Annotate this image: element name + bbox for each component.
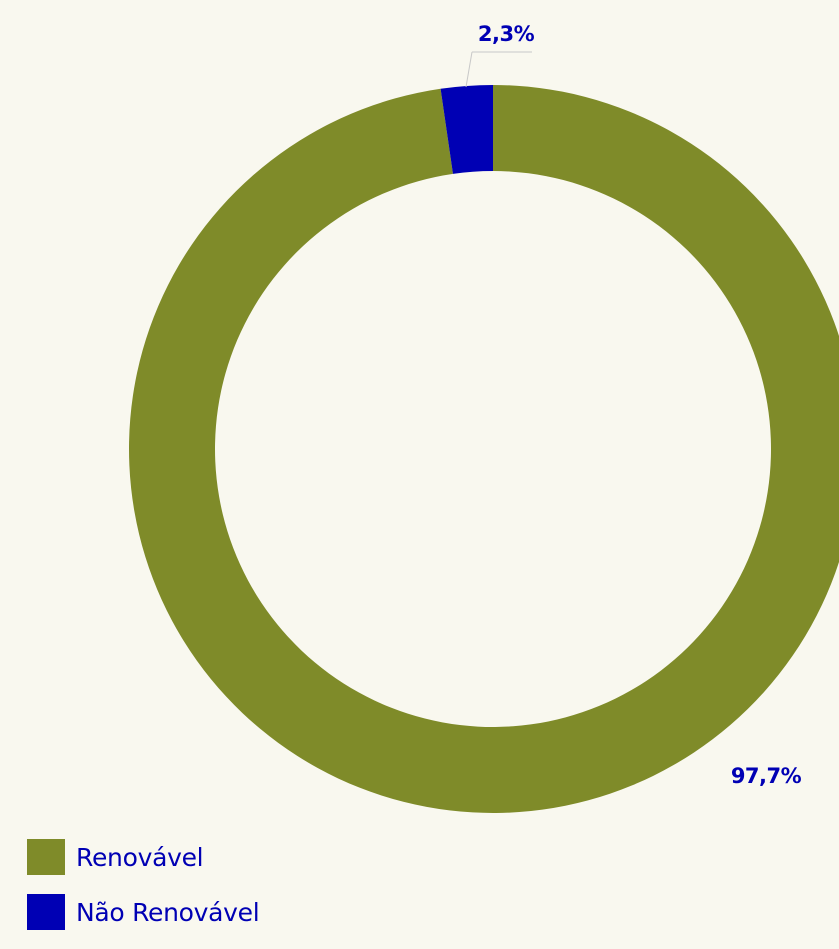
slice-nao-renovavel <box>440 85 493 174</box>
legend-item-renovavel: Renovável <box>27 839 259 875</box>
legend-swatch-nao-renovavel <box>27 894 65 930</box>
legend-item-nao-renovavel: Não Renovável <box>27 894 260 930</box>
leader-line-nao-renovavel <box>465 51 473 88</box>
data-label-nao-renovavel: 2,3% <box>478 22 535 46</box>
donut-slices <box>129 85 839 813</box>
donut-chart: 2,3% 97,7% <box>129 22 839 813</box>
data-label-renovavel: 97,7% <box>731 764 802 788</box>
slice-renovavel <box>129 85 839 813</box>
legend-swatch-renovavel <box>27 839 65 875</box>
legend: Renovável Não Renovável <box>27 839 260 949</box>
legend-label-renovavel: Renovável <box>76 842 204 872</box>
legend-label-nao-renovavel: Não Renovável <box>76 897 260 927</box>
